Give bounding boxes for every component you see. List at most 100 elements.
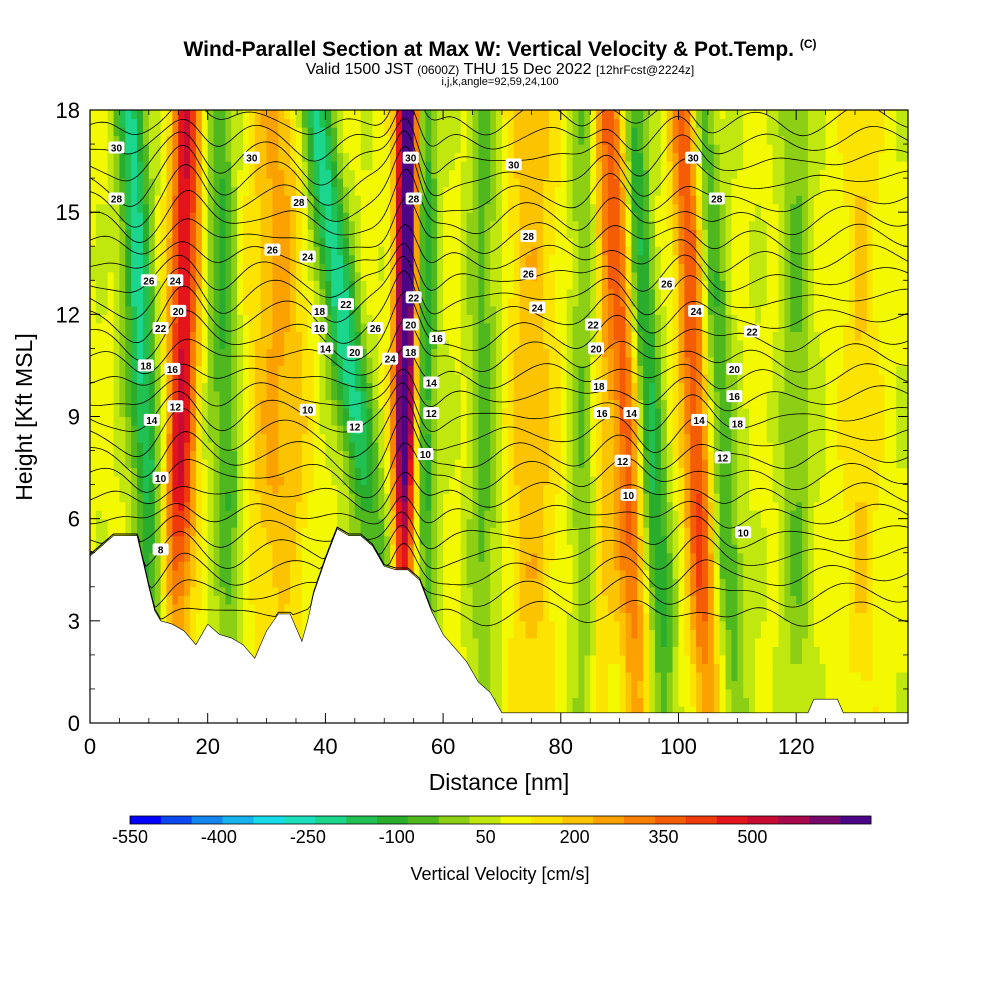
velocity-cell [142,527,150,537]
velocity-cell [401,527,409,537]
velocity-cell [290,493,297,503]
velocity-cell [201,620,209,630]
velocity-cell [384,544,391,554]
velocity-cell [484,118,491,128]
velocity-cell [496,561,503,571]
velocity-cell [319,450,326,460]
velocity-cell [148,510,156,520]
velocity-cell [101,459,109,469]
velocity-cell [284,229,291,239]
velocity-cell [201,288,209,298]
velocity-cell [301,110,309,120]
velocity-cell [95,433,103,443]
velocity-cell [284,425,291,435]
velocity-cell [272,144,279,154]
velocity-cell [401,305,409,315]
velocity-cell [278,169,285,179]
velocity-cell [366,425,374,435]
velocity-cell [472,373,479,384]
velocity-cell [266,578,274,588]
velocity-cell [260,322,268,332]
velocity-cell [101,305,109,315]
velocity-cell [184,433,191,443]
velocity-cell [195,212,203,222]
velocity-cell [372,169,379,179]
velocity-cell [331,314,338,324]
velocity-cell [219,322,226,332]
velocity-cell [366,144,374,154]
velocity-cell [484,680,491,690]
velocity-cell [443,297,450,307]
velocity-cell [319,365,326,375]
velocity-cell [337,144,344,154]
velocity-cell [107,220,115,230]
velocity-cell [201,544,209,554]
velocity-cell [154,442,162,452]
velocity-cell [142,510,150,520]
velocity-cell [142,544,150,554]
velocity-cell [101,178,109,188]
velocity-cell [119,169,126,179]
velocity-cell [472,161,479,171]
velocity-cell [413,467,421,477]
velocity-cell [184,552,191,562]
velocity-cell [484,501,491,511]
velocity-cell [213,314,221,324]
velocity-cell [360,339,368,349]
velocity-cell [272,561,279,571]
velocity-cell [484,339,491,349]
velocity-cell [407,331,415,341]
velocity-cell [213,433,221,443]
velocity-cell [154,220,162,230]
velocity-cell [243,135,250,145]
velocity-cell [125,305,132,315]
velocity-cell [142,246,150,256]
velocity-cell [431,305,438,315]
velocity-cell [90,263,97,273]
velocity-cell [107,169,115,179]
velocity-cell [301,586,309,596]
velocity-cell [437,595,444,605]
velocity-cell [460,501,468,511]
velocity-cell [131,161,138,171]
velocity-cell [207,459,215,469]
velocity-cell [448,280,456,290]
velocity-cell [225,399,232,409]
velocity-cell [295,510,303,520]
velocity-cell [343,254,350,264]
velocity-cell [443,161,450,171]
velocity-cell [466,476,474,486]
velocity-cell [90,442,97,452]
velocity-cell [284,254,291,264]
velocity-cell [107,339,115,349]
velocity-cell [490,654,497,664]
velocity-cell [437,467,444,477]
velocity-cell [160,578,168,588]
velocity-cell [472,305,479,315]
velocity-cell [301,373,309,384]
velocity-cell [484,629,491,639]
velocity-cell [343,484,350,494]
velocity-cell [419,246,427,256]
velocity-cell [172,612,179,622]
velocity-cell [425,280,432,290]
velocity-cell [131,229,138,239]
velocity-cell [184,169,191,179]
velocity-cell [101,161,109,171]
velocity-cell [272,476,279,486]
velocity-cell [90,254,97,264]
velocity-cell [354,288,362,298]
velocity-cell [396,271,403,281]
velocity-cell [172,544,179,554]
velocity-cell [437,237,444,247]
velocity-cell [125,484,132,494]
velocity-cell [396,433,403,443]
velocity-cell [372,450,379,460]
velocity-cell [284,246,291,256]
velocity-cell [490,578,497,588]
velocity-cell [448,314,456,324]
velocity-cell [195,612,203,622]
velocity-cell [331,382,338,392]
velocity-cell [231,578,238,588]
velocity-cell [142,518,150,528]
